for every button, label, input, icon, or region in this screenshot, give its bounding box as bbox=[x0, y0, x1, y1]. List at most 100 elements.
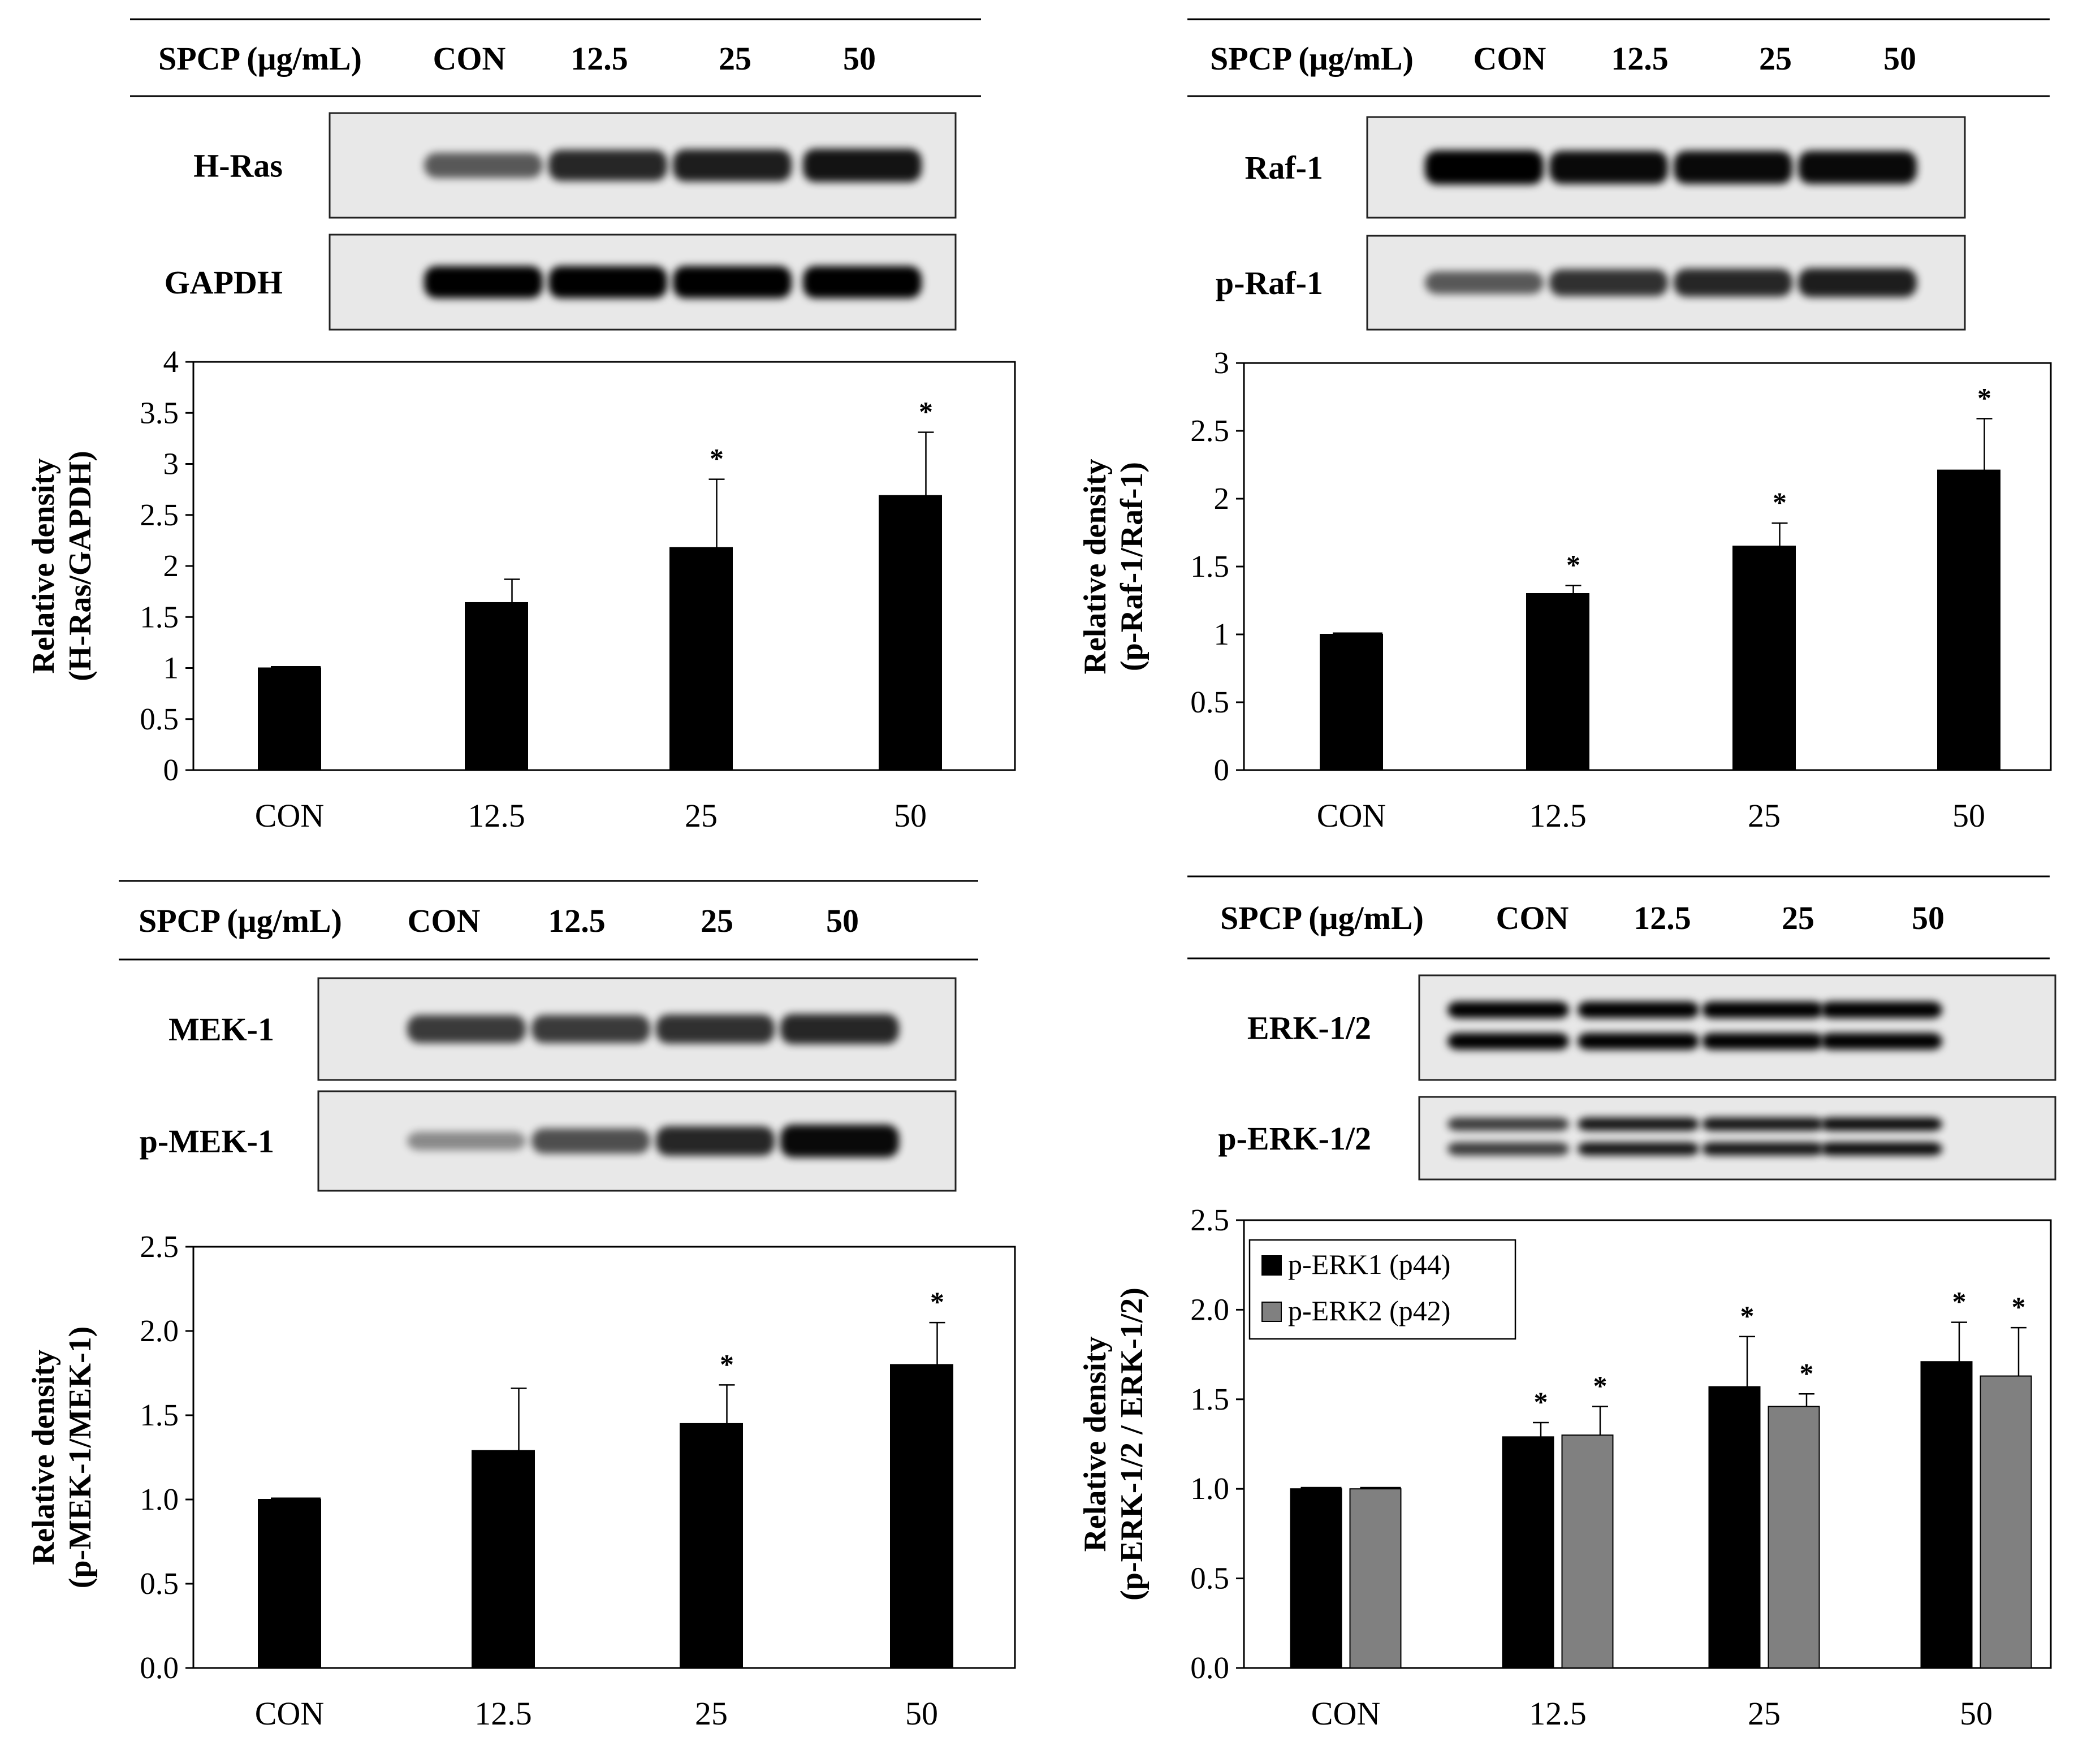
lane-label: 50 bbox=[1883, 40, 1916, 77]
lane-label: 50 bbox=[843, 40, 876, 77]
y-axis-label-line2: (p-Raf-1/Raf-1) bbox=[1114, 462, 1150, 671]
y-tick-label: 2 bbox=[1214, 481, 1230, 516]
x-tick-label: 50 bbox=[1960, 1695, 1993, 1732]
blot-band bbox=[548, 266, 667, 299]
header-label: SPCP (μg/mL) bbox=[1220, 900, 1424, 936]
blot-band bbox=[1425, 150, 1544, 185]
significance-star: * bbox=[710, 443, 724, 474]
bar bbox=[890, 1364, 953, 1669]
plot-frame bbox=[192, 1246, 1016, 1669]
legend: p-ERK1 (p44) p-ERK2 (p42) bbox=[1248, 1239, 1516, 1340]
legend-swatch bbox=[1261, 1302, 1282, 1322]
lane-label: 12.5 bbox=[571, 40, 628, 77]
panel-hras: SPCP (μg/mL) CON 12.5 25 50 H-Ras GAPDH 0 0.5 1 1.… bbox=[26, 18, 1016, 834]
significance-star: * bbox=[1773, 486, 1787, 518]
significance-star: * bbox=[1534, 1386, 1548, 1417]
blot-band-upper bbox=[1447, 1117, 1569, 1131]
bar bbox=[258, 1499, 321, 1669]
lane-label: 25 bbox=[701, 902, 733, 939]
blot-p-raf-1: p-Raf-1 bbox=[1216, 235, 1966, 331]
legend-frame bbox=[1248, 1239, 1516, 1340]
legend-entry: p-ERK1 (p44) bbox=[1288, 1248, 1450, 1280]
blot-band bbox=[1674, 269, 1792, 297]
y-tick-label: 0.5 bbox=[1190, 1561, 1229, 1596]
blot-band bbox=[1674, 150, 1792, 184]
lane-label: 50 bbox=[826, 902, 859, 939]
blot-mek-1: MEK-1 bbox=[168, 977, 957, 1081]
bar bbox=[1526, 593, 1589, 771]
y-tick-label: 0.0 bbox=[140, 1650, 179, 1685]
blot-band bbox=[1549, 150, 1668, 184]
blot-label: ERK-1/2 bbox=[1247, 1010, 1371, 1047]
bar bbox=[1502, 1436, 1554, 1669]
bar bbox=[879, 495, 942, 771]
y-axis-label-line1: Relative density bbox=[26, 1350, 61, 1565]
blot-band-lower bbox=[1578, 1032, 1699, 1050]
header-label: SPCP (μg/mL) bbox=[1210, 40, 1414, 77]
header-label: SPCP (μg/mL) bbox=[139, 902, 342, 939]
blot-h-ras: H-Ras bbox=[193, 112, 957, 219]
blot-band bbox=[1798, 150, 1917, 184]
y-tick-label: 1.5 bbox=[140, 1398, 179, 1432]
x-tick-label: 12.5 bbox=[474, 1695, 532, 1732]
blot-band-lower bbox=[1447, 1032, 1569, 1050]
y-tick-label: 0 bbox=[1214, 753, 1230, 787]
bar bbox=[1920, 1361, 1973, 1669]
blot-band bbox=[780, 1125, 899, 1157]
panel-erk12: SPCP (μg/mL) CON 12.5 25 50 ERK-1/2 p-ERK-1/2 0… bbox=[1078, 875, 2056, 1732]
bar bbox=[1320, 634, 1383, 771]
x-tick-label: CON bbox=[1311, 1695, 1380, 1732]
bar bbox=[1561, 1434, 1614, 1669]
blot-label: p-ERK-1/2 bbox=[1218, 1120, 1371, 1157]
x-tick-label: 25 bbox=[695, 1695, 728, 1732]
blot-label: Raf-1 bbox=[1245, 149, 1323, 186]
blot-band bbox=[1425, 271, 1544, 295]
y-axis-label-line1: Relative density bbox=[1078, 1336, 1113, 1551]
y-tick-label: 0.5 bbox=[1190, 685, 1229, 719]
lane-label: CON bbox=[1496, 900, 1569, 936]
blot-gapdh: GAPDH bbox=[165, 234, 957, 331]
blot-band bbox=[673, 149, 792, 181]
significance-star: * bbox=[919, 396, 933, 427]
blot-band-upper bbox=[1821, 1117, 1942, 1131]
x-tick-label: 12.5 bbox=[1529, 797, 1587, 834]
panel-raf1: SPCP (μg/mL) CON 12.5 25 50 Raf-1 p-Raf-1 0 0.5 1… bbox=[1078, 18, 2052, 834]
blot-band bbox=[407, 1015, 526, 1043]
significance-star: * bbox=[1952, 1286, 1967, 1317]
blot-band-upper bbox=[1578, 1117, 1699, 1131]
blot-band bbox=[424, 153, 543, 178]
blot-band bbox=[803, 266, 922, 299]
significance-star: * bbox=[1566, 549, 1580, 581]
blot-label: p-Raf-1 bbox=[1216, 265, 1323, 301]
lane-label: CON bbox=[1474, 40, 1546, 77]
y-axis-label-line1: Relative density bbox=[26, 458, 61, 673]
y-tick-label: 1.5 bbox=[1190, 549, 1229, 584]
blot-frame bbox=[1418, 974, 2056, 1081]
blot-band bbox=[548, 150, 667, 181]
blot-band bbox=[673, 266, 792, 299]
chart-erk12: 0.0 0.5 1.0 1.5 2.0 2.5 Relative density (p-ERK… bbox=[1078, 1203, 2052, 1732]
bar bbox=[1732, 546, 1796, 771]
x-tick-label: CON bbox=[255, 797, 324, 834]
x-tick-label: 25 bbox=[1748, 797, 1781, 834]
header-label: SPCP (μg/mL) bbox=[158, 40, 362, 77]
bar bbox=[1768, 1406, 1820, 1669]
y-tick-label: 3 bbox=[163, 447, 179, 481]
blot-p-mek-1: p-MEK-1 bbox=[140, 1090, 957, 1192]
significance-star: * bbox=[1740, 1300, 1755, 1332]
y-tick-label: 2.5 bbox=[140, 1229, 179, 1264]
x-tick-label: 50 bbox=[905, 1695, 938, 1732]
legend-swatch bbox=[1261, 1255, 1282, 1276]
blot-label: H-Ras bbox=[193, 148, 283, 184]
bar bbox=[472, 1450, 535, 1669]
chart-hras: 0 0.5 1 1.5 2 2.5 3 3.5 4 Relative density (H-Ras/… bbox=[26, 344, 1016, 834]
y-tick-label: 2.5 bbox=[140, 498, 179, 532]
y-tick-label: 2 bbox=[163, 548, 179, 583]
significance-star: * bbox=[1593, 1369, 1608, 1401]
blot-band bbox=[803, 149, 922, 182]
bar bbox=[258, 667, 321, 771]
x-tick-label: 12.5 bbox=[468, 797, 525, 834]
bar bbox=[1290, 1488, 1342, 1669]
y-tick-label: 4 bbox=[163, 344, 179, 379]
blot-band-lower bbox=[1447, 1142, 1569, 1156]
